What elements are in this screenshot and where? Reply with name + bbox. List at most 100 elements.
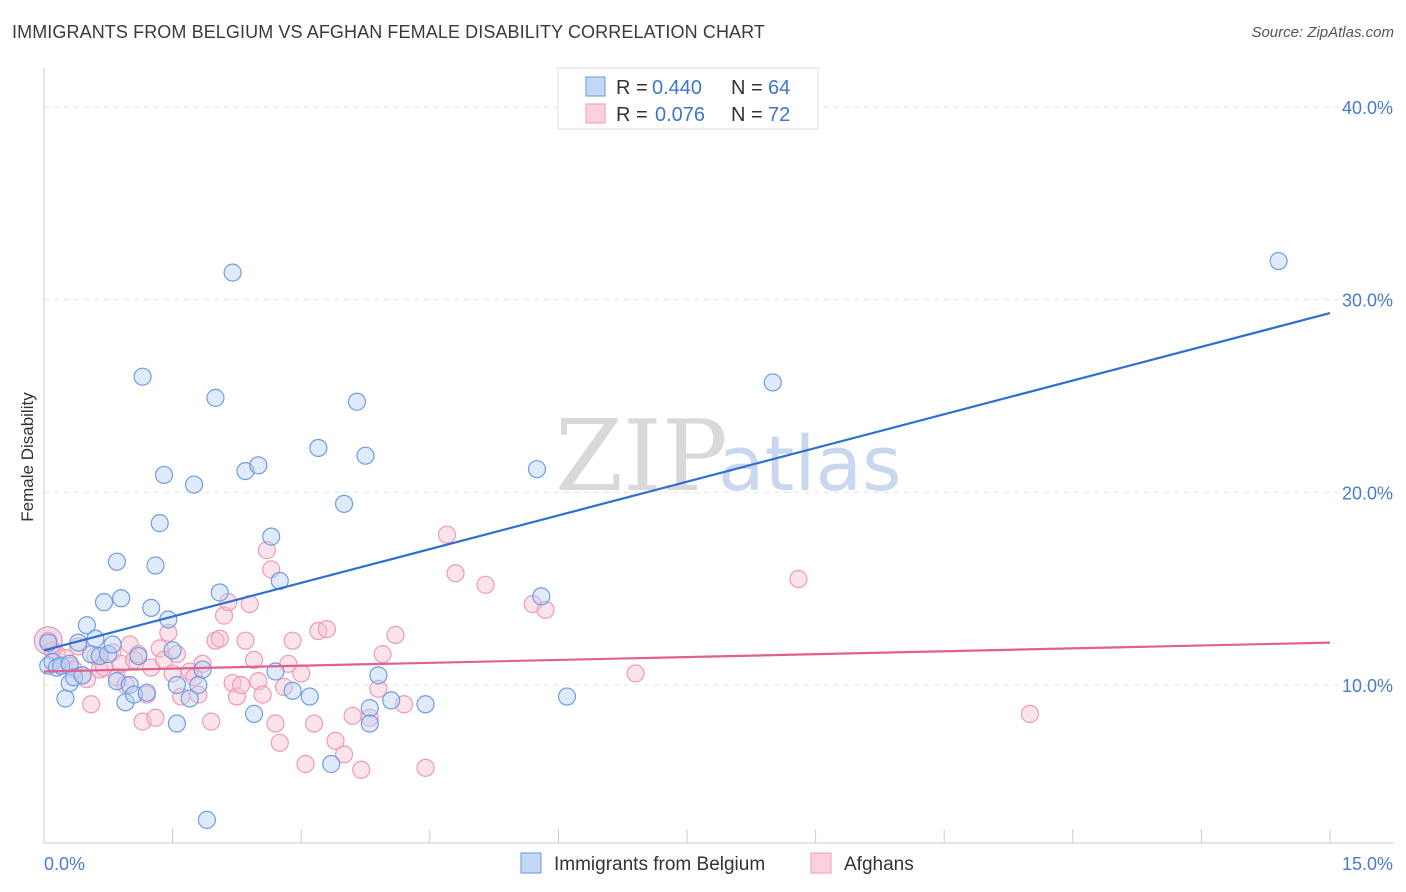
- y-axis-label: Female Disability: [18, 392, 37, 522]
- belgium-point-5: [56, 689, 75, 708]
- belgium-point-60: [416, 695, 435, 714]
- afghans-point-59: [317, 620, 337, 639]
- belgium-point-65: [1269, 251, 1288, 271]
- bottom-legend: Immigrants from Belgium Afghans: [520, 852, 914, 875]
- y-tick-labels: 10.0% 20.0% 30.0% 40.0%: [1342, 98, 1393, 696]
- belgium-point-7: [60, 654, 79, 673]
- belgium-point-42: [223, 263, 242, 282]
- belgium-point-56: [360, 714, 379, 733]
- afghans-point-13: [94, 658, 114, 677]
- belgium-point-52: [322, 754, 341, 774]
- legend-n-afghans: 72: [768, 104, 790, 126]
- belgium-point-40: [206, 388, 225, 407]
- belgium-point-54: [347, 392, 367, 411]
- afghans-point-54: [283, 631, 302, 650]
- belgium-point-28: [146, 556, 165, 575]
- afghans-point-33: [189, 685, 208, 704]
- belgium-point-63: [557, 687, 577, 706]
- afghans-point-35: [202, 712, 221, 731]
- afghans-point-56: [296, 754, 315, 774]
- belgium-point-58: [369, 666, 388, 685]
- trend-line-1: [43, 641, 1331, 673]
- belgium-point-30: [154, 465, 174, 485]
- legend: R = 0.440 N = 64 R = 0.076 N = 72: [557, 67, 819, 130]
- afghans-point-66: [373, 645, 392, 664]
- belgium-point-26: [137, 683, 156, 702]
- belgium-point-51: [309, 438, 328, 458]
- legend-n-label-afghans: N =: [731, 104, 763, 126]
- belgium-point-50: [300, 687, 319, 706]
- belgium-point-17: [103, 635, 122, 654]
- watermark-zip: ZIP: [555, 400, 728, 514]
- belgium-point-55: [360, 699, 379, 718]
- belgium-point-16: [99, 645, 118, 664]
- belgium-point-59: [382, 691, 401, 710]
- y-tick-label-1: 20.0%: [1342, 483, 1393, 503]
- x-tick-label-1: 15.0%: [1342, 854, 1393, 874]
- belgium-point-38: [193, 660, 212, 679]
- belgium-point-27: [142, 598, 161, 618]
- afghans-point-38: [214, 606, 234, 625]
- trend-lines: [43, 312, 1331, 673]
- bottom-legend-label-belgium: Immigrants from Belgium: [554, 854, 765, 875]
- belgium-point-64: [763, 373, 782, 392]
- belgium-point-53: [334, 494, 354, 513]
- afghans-point-60: [326, 731, 345, 750]
- afghans-point-50: [266, 714, 285, 733]
- afghans-point-72: [476, 575, 495, 594]
- afghans-point-75: [626, 664, 645, 683]
- afghans-point-63: [352, 760, 371, 779]
- afghans-point-43: [236, 631, 255, 650]
- belgium-point-18: [107, 552, 126, 571]
- belgium-point-36: [184, 475, 204, 494]
- belgium-point-57: [356, 446, 375, 465]
- afghans-point-47: [253, 685, 272, 704]
- belgium-point-24: [129, 646, 148, 666]
- afghans-point-46: [249, 672, 268, 691]
- bottom-legend-swatch-afghans: [810, 852, 832, 874]
- afghans-point-41: [227, 687, 246, 706]
- y-tick-label-2: 30.0%: [1342, 291, 1393, 311]
- afghans-point-57: [304, 714, 324, 733]
- afghans-point-65: [369, 679, 388, 698]
- belgium-point-49: [283, 681, 302, 700]
- afghans-point-77: [1020, 704, 1040, 723]
- belgium-point-34: [167, 675, 186, 695]
- afghans-point-70: [437, 525, 457, 544]
- y-tick-label-0: 10.0%: [1342, 676, 1393, 696]
- afghans-point-69: [416, 758, 435, 777]
- afghans-point-51: [270, 733, 289, 752]
- trend-line-0: [43, 312, 1331, 652]
- axes: [43, 68, 1394, 844]
- belgium-point-46: [262, 527, 281, 546]
- belgium-point-62: [532, 587, 551, 606]
- chart-title: IMMIGRANTS FROM BELGIUM VS AFGHAN FEMALE…: [12, 22, 766, 42]
- afghans-point-76: [789, 569, 808, 589]
- belgium-point-33: [167, 714, 186, 733]
- chart-source: Source: ZipAtlas.com: [1251, 24, 1394, 41]
- afghans-point-61: [334, 745, 354, 764]
- x-tick-label-0: 0.0%: [44, 854, 85, 874]
- bottom-legend-swatch-belgium: [520, 852, 542, 874]
- legend-n-belgium: 64: [768, 77, 790, 99]
- afghans-point-55: [292, 664, 311, 683]
- afghans-point-62: [343, 706, 362, 725]
- belgium-point-32: [163, 641, 182, 660]
- legend-r-afghans: 0.076: [655, 104, 705, 126]
- gridlines: [44, 106, 1394, 686]
- bottom-legend-label-afghans: Afghans: [844, 854, 914, 875]
- belgium-point-39: [197, 810, 216, 829]
- belgium-point-25: [133, 367, 152, 386]
- afghans-point-71: [446, 564, 465, 583]
- afghans-point-45: [244, 650, 264, 670]
- legend-r-belgium: 0.440: [652, 77, 702, 99]
- belgium-point-41: [210, 583, 229, 602]
- belgium-point-11: [77, 616, 96, 635]
- x-tick-labels: 0.0% 15.0%: [44, 854, 1393, 874]
- belgium-point-22: [120, 675, 139, 695]
- belgium-point-35: [180, 689, 199, 708]
- afghans-point-67: [386, 625, 405, 644]
- afghans-point-10: [82, 695, 101, 714]
- belgium-point-45: [244, 704, 264, 723]
